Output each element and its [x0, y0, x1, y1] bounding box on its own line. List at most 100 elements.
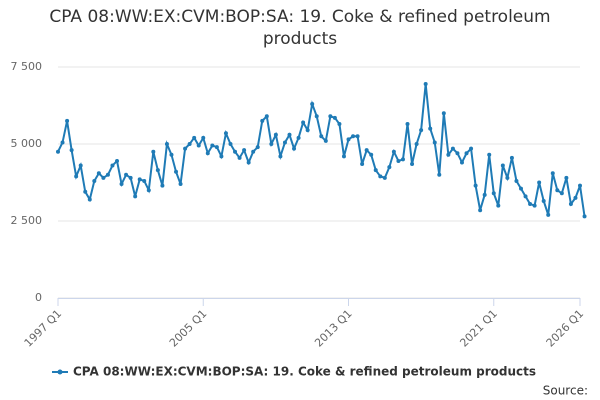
chart-title: CPA 08:WW:EX:CVM:BOP:SA: 19. Coke & refi…	[49, 7, 551, 49]
point	[341, 154, 346, 159]
point	[69, 148, 74, 153]
point	[65, 118, 70, 123]
y-tick-label: 5 000	[11, 137, 43, 150]
point	[482, 192, 487, 197]
point	[446, 152, 451, 157]
point	[555, 188, 560, 193]
point	[192, 135, 197, 140]
point	[355, 134, 360, 139]
point	[178, 182, 183, 187]
point	[282, 140, 287, 145]
point	[432, 140, 437, 145]
point	[473, 183, 478, 188]
point	[124, 172, 129, 177]
point	[142, 178, 147, 183]
y-tick-label: 7 500	[11, 60, 43, 73]
point	[119, 182, 124, 187]
point	[228, 142, 233, 146]
point	[459, 160, 464, 165]
legend-marker	[57, 369, 63, 375]
point	[559, 191, 564, 196]
point	[328, 114, 333, 119]
point	[264, 114, 269, 119]
point	[496, 203, 501, 208]
point	[568, 202, 573, 207]
point	[378, 174, 383, 179]
point	[210, 143, 215, 148]
point	[255, 145, 260, 150]
point	[110, 163, 115, 168]
point	[137, 177, 142, 182]
point	[87, 197, 92, 202]
point	[128, 175, 133, 180]
point	[469, 146, 474, 151]
y-tick-label: 2 500	[11, 214, 43, 227]
point	[405, 121, 410, 126]
point	[505, 175, 510, 180]
point	[564, 175, 569, 180]
source: Source:	[543, 384, 588, 398]
point	[319, 134, 324, 139]
point	[578, 183, 582, 188]
point	[60, 140, 65, 145]
point	[391, 149, 396, 154]
point	[287, 132, 292, 137]
point	[187, 142, 192, 146]
point	[115, 158, 120, 163]
point	[523, 194, 528, 199]
point	[428, 126, 433, 131]
point	[410, 162, 415, 167]
y-tick-label: 0	[35, 291, 42, 304]
point	[351, 134, 356, 139]
point	[305, 128, 310, 133]
point	[491, 191, 496, 196]
point	[196, 143, 201, 148]
point	[546, 212, 551, 217]
point	[550, 171, 555, 176]
point	[146, 188, 151, 193]
point	[164, 142, 169, 146]
x-tick-label: 2021 Q1	[457, 307, 500, 350]
point	[101, 175, 106, 180]
point	[314, 114, 319, 119]
point	[532, 203, 537, 208]
point	[201, 135, 206, 140]
point	[373, 168, 378, 173]
point	[541, 198, 546, 203]
point	[396, 158, 401, 163]
point	[332, 115, 337, 120]
point	[78, 163, 83, 168]
legend-label: CPA 08:WW:EX:CVM:BOP:SA: 19. Coke & refi…	[73, 365, 536, 379]
point	[56, 149, 60, 154]
point	[151, 149, 156, 154]
point	[423, 81, 428, 86]
point	[246, 160, 251, 165]
point	[296, 135, 301, 140]
point	[92, 178, 97, 183]
point	[346, 137, 351, 142]
point	[273, 132, 278, 137]
point	[242, 148, 247, 153]
point	[387, 165, 392, 170]
x-tick-label: 1997 Q1	[22, 307, 65, 350]
point	[528, 202, 533, 207]
point	[74, 174, 79, 179]
point	[96, 171, 101, 176]
point	[360, 162, 365, 167]
point	[573, 195, 578, 200]
point	[174, 169, 179, 174]
point	[205, 151, 210, 156]
point	[455, 151, 460, 156]
point	[301, 120, 306, 125]
point	[269, 142, 274, 146]
point	[537, 180, 542, 185]
point	[233, 149, 238, 154]
point	[183, 146, 188, 151]
point	[500, 163, 505, 168]
point	[160, 183, 165, 188]
point	[582, 214, 587, 219]
point	[364, 148, 369, 153]
point	[310, 101, 315, 106]
